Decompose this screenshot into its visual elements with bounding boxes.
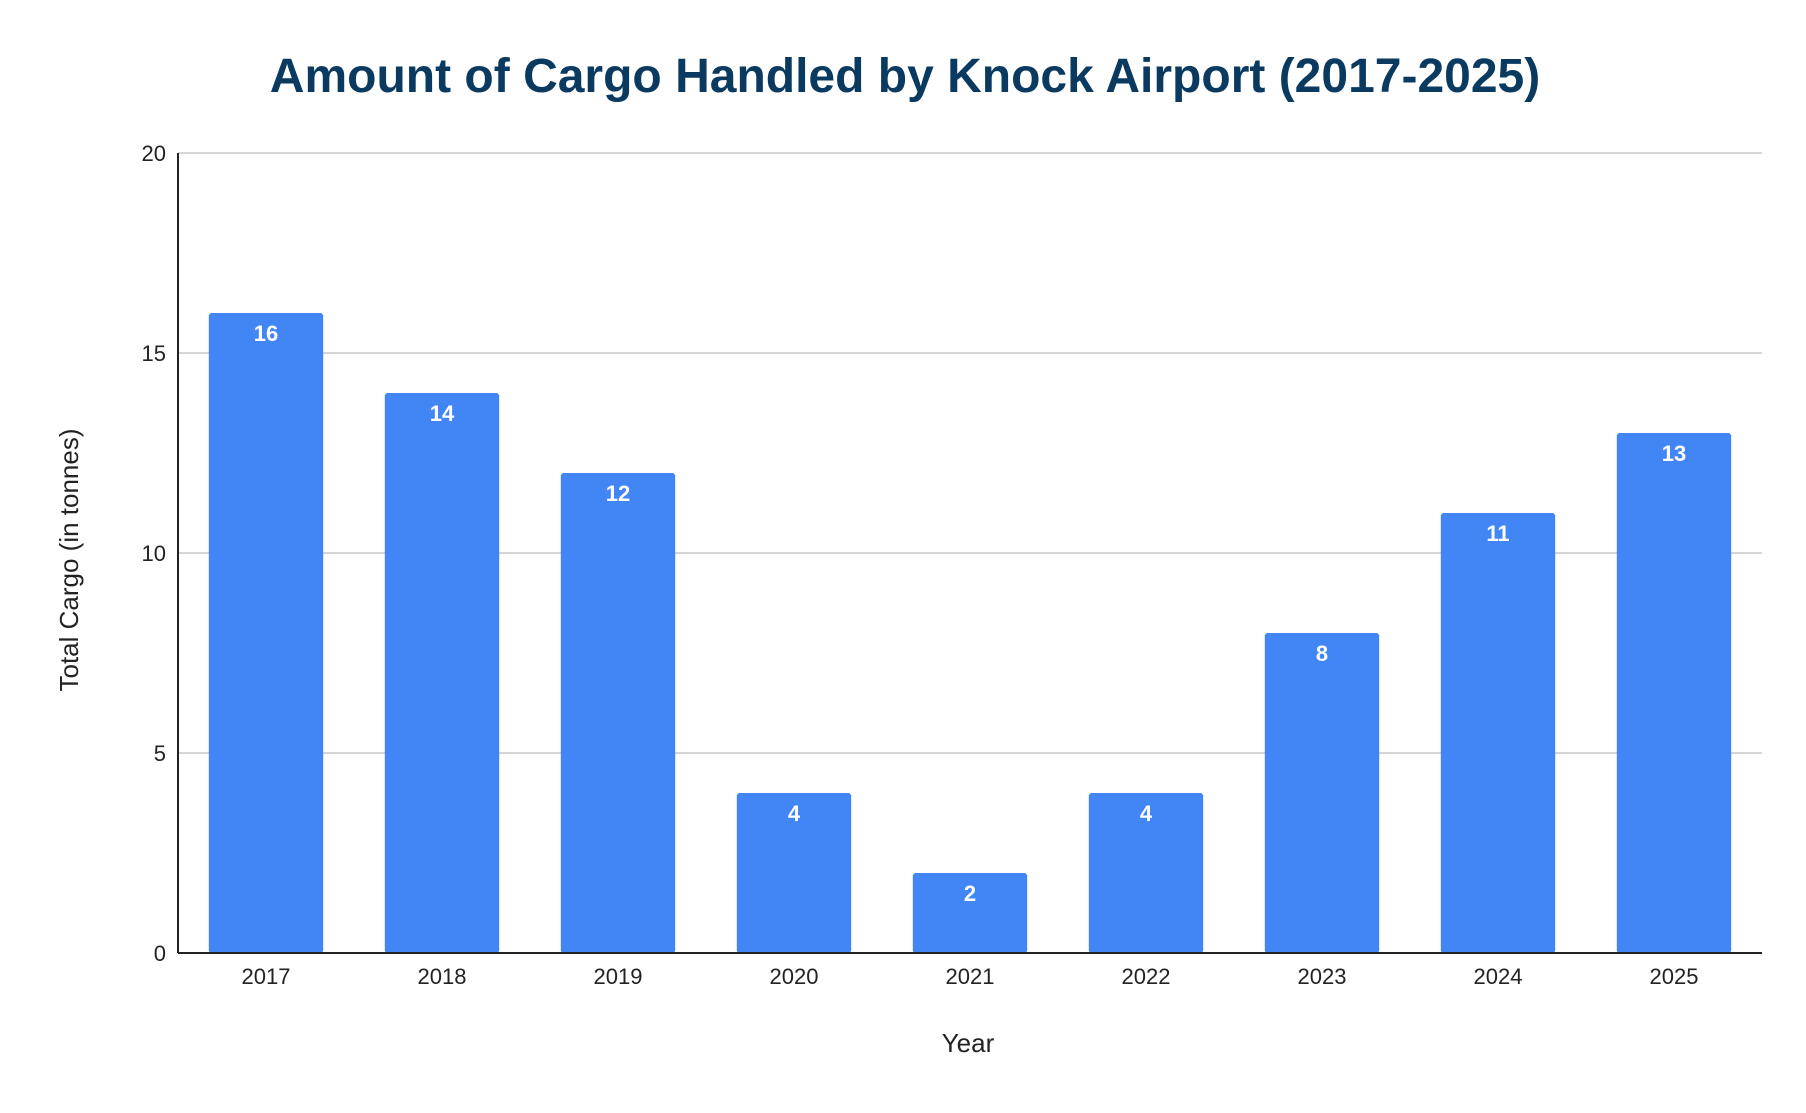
x-tick-label: 2022 — [1122, 964, 1171, 989]
y-tick-label: 5 — [154, 741, 166, 766]
x-axis-label: Year — [942, 1028, 995, 1058]
axes — [177, 153, 1762, 954]
data-label: 16 — [254, 321, 278, 346]
data-label: 14 — [430, 401, 455, 426]
bar-2017 — [208, 313, 324, 953]
y-axis-label: Total Cargo (in tonnes) — [54, 428, 84, 691]
data-label: 8 — [1316, 641, 1328, 666]
data-label: 4 — [788, 801, 801, 826]
x-tick-label: 2021 — [946, 964, 995, 989]
y-tick-labels: 0 5 10 15 20 — [142, 141, 166, 966]
x-tick-label: 2023 — [1298, 964, 1347, 989]
y-tick-label: 20 — [142, 141, 166, 166]
bar-2022 — [1088, 793, 1204, 953]
x-tick-label: 2018 — [418, 964, 467, 989]
y-tick-label: 10 — [142, 541, 166, 566]
y-tick-label: 0 — [154, 941, 166, 966]
x-tick-label: 2020 — [770, 964, 819, 989]
data-label: 11 — [1486, 521, 1509, 546]
data-label: 4 — [1140, 801, 1153, 826]
data-labels: 16 14 12 4 2 4 8 11 13 — [254, 321, 1686, 906]
bar-2018 — [384, 393, 500, 953]
bar-2025 — [1616, 433, 1732, 953]
data-label: 13 — [1662, 441, 1686, 466]
data-label: 12 — [606, 481, 630, 506]
bar-2021 — [912, 873, 1028, 953]
bars — [208, 313, 1732, 953]
bar-2024 — [1440, 513, 1556, 953]
bar-2019 — [560, 473, 676, 953]
x-tick-label: 2017 — [242, 964, 291, 989]
x-tick-label: 2019 — [594, 964, 643, 989]
chart-title: Amount of Cargo Handled by Knock Airport… — [270, 50, 1540, 103]
data-label: 2 — [964, 881, 976, 906]
bar-2020 — [736, 793, 852, 953]
x-tick-labels: 2017 2018 2019 2020 2021 2022 2023 2024 2025 — [242, 964, 1699, 989]
x-tick-label: 2025 — [1650, 964, 1699, 989]
bar-2023 — [1264, 633, 1380, 953]
y-tick-label: 15 — [142, 341, 166, 366]
x-tick-label: 2024 — [1474, 964, 1523, 989]
